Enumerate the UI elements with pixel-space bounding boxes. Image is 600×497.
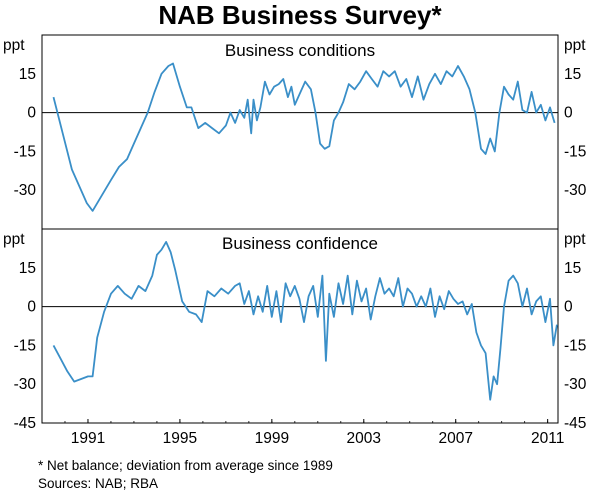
x-tick-label: 2011 bbox=[531, 430, 564, 447]
panel-frame-confidence bbox=[41, 228, 559, 424]
y-tick-left-conditions: -30 bbox=[14, 182, 37, 199]
y-tick-left-confidence: -30 bbox=[14, 376, 37, 393]
unit-right-conditions: ppt bbox=[564, 37, 586, 54]
panel-business-confidence: Business confidence ppt ppt 15 15 0 0 -15 -15… bbox=[3, 228, 587, 432]
unit-left-conditions: ppt bbox=[3, 37, 25, 54]
y-tick-left-confidence: 15 bbox=[19, 260, 36, 277]
y-tick-left-confidence: -45 bbox=[14, 415, 36, 432]
unit-right-confidence: ppt bbox=[564, 231, 586, 248]
series-line-business-confidence bbox=[52, 240, 558, 401]
ticks-confidence: 15 15 0 0 -15 -15 -30 -30 -45 -45 bbox=[14, 260, 587, 432]
y-tick-right-confidence: -45 bbox=[564, 415, 586, 432]
x-axis: 1991 1995 1999 2003 2007 2011 bbox=[64, 419, 564, 447]
x-tick-label: 1991 bbox=[71, 430, 105, 447]
panel-title-confidence: Business confidence bbox=[222, 234, 378, 253]
y-tick-right-confidence: -30 bbox=[564, 376, 587, 393]
y-tick-left-conditions: -15 bbox=[14, 143, 36, 160]
x-tick-label: 2003 bbox=[347, 430, 381, 447]
y-tick-right-conditions: 15 bbox=[564, 66, 581, 83]
x-tick-label: 1999 bbox=[255, 430, 289, 447]
y-tick-right-confidence: 0 bbox=[564, 299, 573, 316]
panel-title-conditions: Business conditions bbox=[225, 41, 375, 60]
chart-title: NAB Business Survey* bbox=[158, 0, 442, 30]
y-tick-left-confidence: 0 bbox=[27, 299, 36, 316]
sources: Sources: NAB; RBA bbox=[38, 476, 158, 491]
series-line-business-conditions bbox=[52, 62, 556, 212]
y-tick-right-conditions: 0 bbox=[564, 105, 573, 122]
footnote: * Net balance; deviation from average si… bbox=[38, 458, 333, 473]
y-tick-left-conditions: 0 bbox=[27, 105, 36, 122]
x-tick-label: 1995 bbox=[163, 430, 197, 447]
panel-frame-conditions bbox=[41, 34, 559, 230]
y-tick-left-conditions: 15 bbox=[19, 66, 36, 83]
ticks-conditions: 15 15 0 0 -15 -15 -30 -30 bbox=[14, 66, 587, 199]
panel-business-conditions: Business conditions ppt ppt 15 15 0 0 -15 -15… bbox=[3, 34, 587, 230]
y-tick-right-confidence: -15 bbox=[564, 337, 586, 354]
y-tick-right-conditions: -30 bbox=[564, 182, 587, 199]
y-tick-right-conditions: -15 bbox=[564, 143, 586, 160]
x-tick-label: 2007 bbox=[438, 430, 472, 447]
y-tick-left-confidence: -15 bbox=[14, 337, 36, 354]
unit-left-confidence: ppt bbox=[3, 231, 25, 248]
y-tick-right-confidence: 15 bbox=[564, 260, 581, 277]
